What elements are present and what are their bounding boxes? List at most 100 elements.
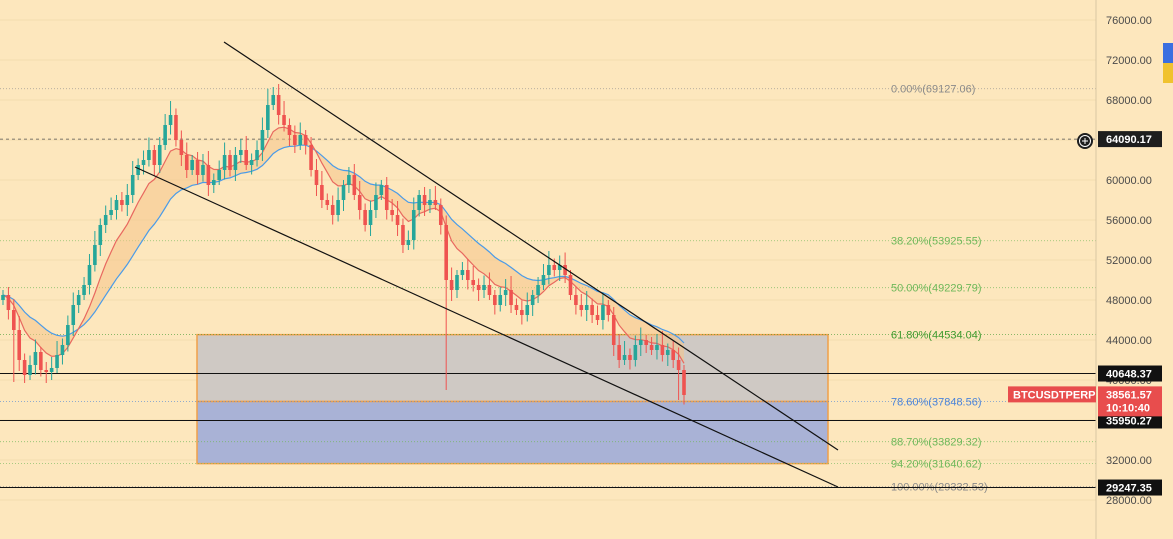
candle-body <box>303 135 308 145</box>
bar-countdown: 10:10:40 <box>1106 402 1150 414</box>
horizontal-levels <box>0 138 1096 489</box>
candle-body <box>655 345 659 350</box>
candle-body <box>676 360 681 370</box>
price-axis-tick: 28000.00 <box>1106 495 1152 507</box>
symbol-label: BTCUSDTPERP <box>1013 389 1096 401</box>
level-price-tag-bg <box>1098 412 1162 429</box>
candle-body <box>174 115 178 140</box>
price-zones <box>196 333 829 465</box>
candle-body <box>87 265 92 285</box>
candle-body <box>514 305 519 310</box>
candle-body <box>222 155 227 170</box>
candle-body <box>314 170 319 185</box>
candle-body <box>557 265 562 270</box>
price-axis-tick: 48000.00 <box>1106 295 1152 307</box>
candle-body <box>55 355 59 368</box>
candle-body <box>201 165 205 175</box>
candle-body <box>460 270 465 275</box>
candle-body <box>482 285 486 290</box>
candle-body <box>384 185 389 210</box>
candle-body <box>287 125 292 135</box>
candle-body <box>71 305 76 325</box>
candle-body <box>255 150 259 160</box>
candle-body <box>525 305 530 315</box>
crosshair-plus-icon[interactable] <box>1077 133 1093 149</box>
fib-retracement: 0.00%(69127.06) 38.20%(53925.55) 50.00%(49… <box>0 84 1096 494</box>
candle-body <box>563 265 567 275</box>
candle-body <box>379 185 384 195</box>
candle-body <box>190 160 194 170</box>
falling-wedge-trendlines[interactable] <box>134 41 839 488</box>
level-price-tag-bg <box>1098 479 1162 496</box>
candle-body <box>644 340 648 345</box>
candle-body <box>671 350 675 360</box>
candle-body <box>233 155 238 170</box>
support-zone-lower[interactable] <box>196 400 829 465</box>
candle-body <box>244 150 249 165</box>
candle-body <box>536 285 540 295</box>
side-toolbar-blue-tab[interactable] <box>1163 43 1173 63</box>
candle-body <box>320 185 324 200</box>
level-price-tag: 40648.37 <box>1106 369 1152 381</box>
candle-body <box>498 295 503 305</box>
candle-body <box>433 200 438 205</box>
candle-body <box>22 360 27 375</box>
candle-body <box>584 305 589 310</box>
upper-trendline[interactable] <box>223 41 839 451</box>
candle-body <box>628 355 632 360</box>
candle-body <box>374 195 378 210</box>
candle-body <box>163 125 167 145</box>
candle-body <box>39 352 43 370</box>
candle-body <box>428 200 432 205</box>
candle-body <box>282 115 286 125</box>
candle-body <box>130 175 135 195</box>
candle-body <box>530 295 535 305</box>
candle-body <box>147 150 151 160</box>
candle-body <box>368 210 373 225</box>
candle-body <box>98 225 103 245</box>
candle-body <box>444 225 448 280</box>
last-price-tag-bg <box>1098 386 1162 417</box>
candle-body <box>152 150 157 165</box>
candle-body <box>82 285 86 295</box>
candle-body <box>665 350 670 355</box>
candle-body <box>401 225 405 245</box>
candle-body <box>438 205 443 225</box>
price-axis-tick: 32000.00 <box>1106 455 1152 467</box>
candle-body <box>579 305 584 310</box>
candle-body <box>660 345 665 355</box>
candle-body <box>395 215 400 225</box>
candle-body <box>590 305 594 315</box>
price-axis-tick: 44000.00 <box>1106 335 1152 347</box>
candle-body <box>249 160 254 165</box>
level-price-tag-bg <box>1098 365 1162 382</box>
candle-body <box>417 195 421 210</box>
price-axis-tick: 52000.00 <box>1106 255 1152 267</box>
candle-body <box>422 195 427 205</box>
candle-body <box>206 165 211 185</box>
side-toolbar-yellow-tab[interactable] <box>1163 63 1173 83</box>
candle-body <box>330 205 335 215</box>
last-price-tag: 38561.57 <box>1106 389 1152 401</box>
candle-body <box>341 185 346 200</box>
candle-body <box>66 325 70 345</box>
symbol-label-bg <box>1008 386 1096 403</box>
crosshair-price-tag-bg <box>1098 131 1162 148</box>
candle-body <box>211 180 216 185</box>
candle-body <box>136 165 140 175</box>
candle-body <box>617 345 621 360</box>
candle-body <box>352 175 357 195</box>
fib-level-label: 78.60%(37848.56) <box>891 397 982 409</box>
candle-body <box>266 105 270 130</box>
lower-trendline[interactable] <box>134 166 839 488</box>
price-axis-tick: 76000.00 <box>1106 15 1152 27</box>
candle-body <box>547 265 551 275</box>
candle-body <box>114 200 119 210</box>
fib-level-label: 50.00%(49229.79) <box>891 283 982 295</box>
candle-body <box>649 345 654 350</box>
fib-level-label: 88.70%(33829.32) <box>891 437 982 449</box>
resistance-zone-upper[interactable] <box>196 333 829 403</box>
candle-body <box>601 305 605 320</box>
candle-body <box>595 315 600 320</box>
